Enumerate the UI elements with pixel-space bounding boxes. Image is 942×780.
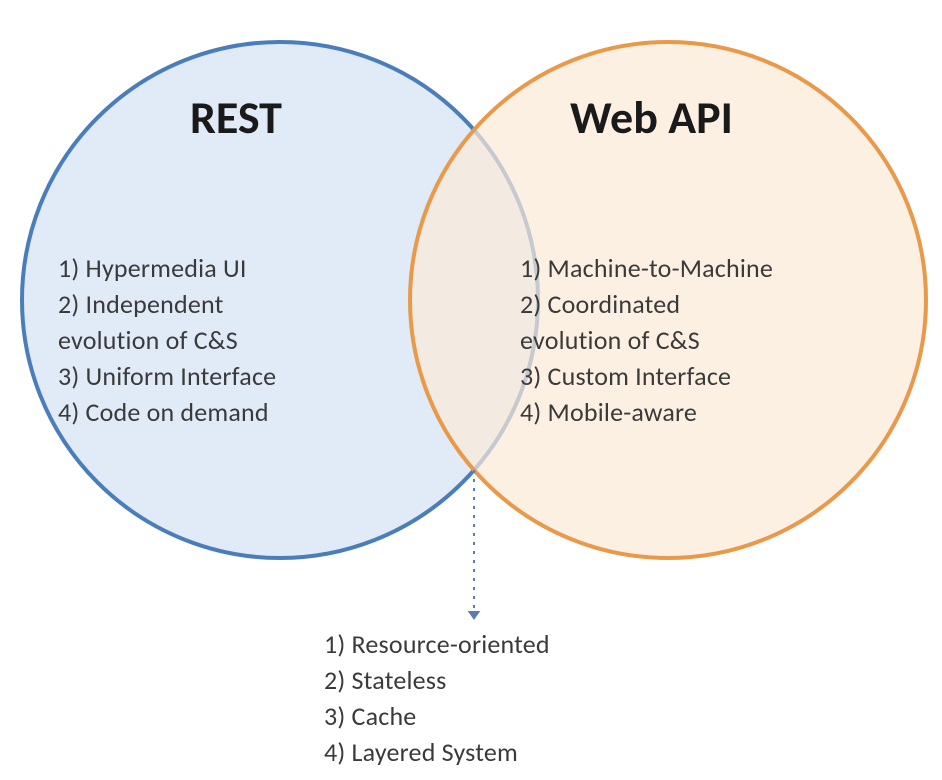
list-item: 1) Resource-oriented (324, 626, 550, 662)
list-item: 4) Mobile-aware (520, 394, 773, 430)
list-item: 3) Custom Interface (520, 358, 773, 394)
list-item: 2) Stateless (324, 662, 550, 698)
list-item: 1) Hypermedia UI (58, 250, 276, 286)
intersection-arrow-head (468, 611, 481, 620)
left-title: REST (190, 90, 282, 146)
list-item: 2) Independent (58, 286, 276, 322)
list-item: evolution of C&S (58, 322, 276, 358)
list-item: evolution of C&S (520, 322, 773, 358)
list-item: 2) Coordinated (520, 286, 773, 322)
list-item: 1) Machine-to-Machine (520, 250, 773, 286)
right-list: 1) Machine-to-Machine2) Coordinatedevolu… (520, 250, 773, 430)
right-title: Web API (570, 90, 733, 146)
venn-canvas: REST Web API 1) Hypermedia UI2) Independ… (0, 0, 942, 780)
left-list: 1) Hypermedia UI2) Independentevolution … (58, 250, 276, 430)
intersection-list: 1) Resource-oriented2) Stateless3) Cache… (324, 626, 550, 770)
list-item: 3) Cache (324, 698, 550, 734)
list-item: 4) Code on demand (58, 394, 276, 430)
list-item: 3) Uniform Interface (58, 358, 276, 394)
list-item: 4) Layered System (324, 734, 550, 770)
